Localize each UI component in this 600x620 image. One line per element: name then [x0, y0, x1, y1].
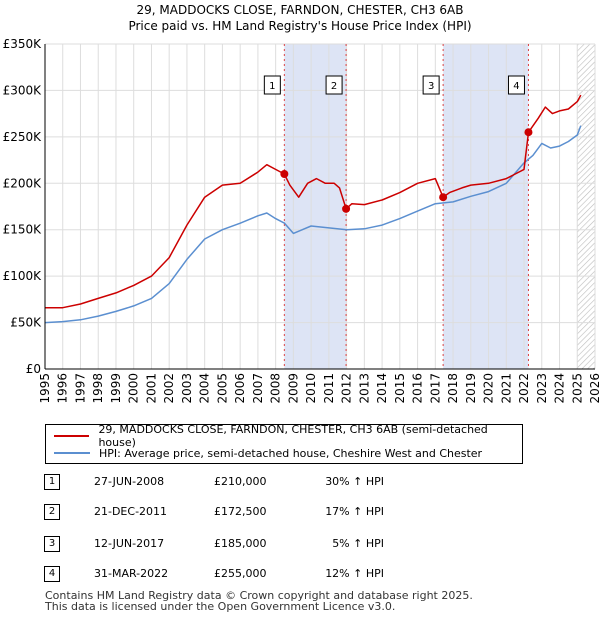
sale-label-box-2 [325, 75, 343, 95]
x-tick-label: 1998 [91, 373, 105, 404]
y-tick-label: £250K [3, 130, 43, 144]
x-tick-label: 2004 [198, 373, 212, 404]
sale-point-3 [439, 193, 448, 202]
price-paid-line [45, 94, 582, 309]
hpi-line [44, 125, 582, 324]
y-tick-label: £0 [26, 362, 41, 376]
x-tick-label: 2000 [127, 373, 141, 404]
x-tick-label: 2024 [553, 373, 567, 404]
sale-price: £210,000 [214, 475, 267, 488]
x-tick-label: 2013 [357, 373, 371, 404]
y-tick-label: £300K [3, 83, 43, 97]
footer-line-licence: This data is licensed under the Open Gov… [45, 600, 396, 613]
sale-date: 21-DEC-2011 [94, 505, 168, 518]
x-tick-label: 2026 [588, 373, 600, 404]
sale-label-1: 1 [269, 81, 275, 92]
y-tick-label: £50K [10, 316, 42, 330]
legend-item-hpi: HPI: Average price, semi-detached house,… [54, 445, 482, 461]
sale-date: 12-JUN-2017 [94, 537, 165, 550]
x-tick-label: 2006 [233, 373, 247, 404]
legend: 29, MADDOCKS CLOSE, FARNDON, CHESTER, CH… [45, 423, 523, 464]
sale-hpi-diff: 30% ↑ HPI [325, 475, 384, 488]
sale-price: £185,000 [214, 537, 267, 550]
x-tick-label: 2012 [340, 373, 354, 404]
y-tick-label: £200K [3, 176, 43, 190]
sale-hpi-diff: 12% ↑ HPI [325, 567, 384, 580]
legend-swatch-sale [54, 435, 90, 437]
sale-point-4 [524, 128, 533, 137]
sale-label-box-1 [263, 75, 281, 95]
x-tick-label: 2010 [304, 373, 318, 404]
sale-point-2 [342, 204, 351, 213]
y-tick-label: £350K [3, 37, 43, 51]
price-chart: 1 2 3 4 £0 £50K £100K £150K £200K £250K £300K £350K… [3, 37, 600, 404]
footer-line-copyright: Contains HM Land Registry data © Crown c… [45, 589, 473, 602]
shaded-period-2 [443, 44, 529, 369]
sale-label-4: 4 [513, 81, 519, 92]
x-tick-label: 2005 [215, 373, 229, 404]
x-tick-label: 2003 [180, 373, 194, 404]
sale-label-box-3 [422, 75, 440, 95]
x-tick-label: 2007 [251, 373, 265, 404]
x-tick-label: 2017 [428, 373, 442, 404]
sale-label-3: 3 [428, 81, 434, 92]
sale-date: 31-MAR-2022 [94, 567, 169, 580]
future-hatch [577, 44, 595, 369]
x-tick-label: 1996 [56, 373, 70, 404]
sale-price: £172,500 [214, 505, 267, 518]
y-tick-label: £100K [3, 269, 43, 283]
x-tick-label: 2021 [499, 373, 513, 404]
x-tick-label: 2016 [411, 373, 425, 404]
table-row: 2 21-DEC-2011 £172,500 17% ↑ HPI [44, 504, 444, 522]
legend-label-hpi: HPI: Average price, semi-detached house,… [99, 446, 483, 460]
footer-notice: Contains HM Land Registry data © Crown c… [45, 590, 473, 612]
x-tick-label: 1997 [73, 373, 87, 404]
x-tick-label: 2022 [517, 373, 531, 404]
table-row: 3 12-JUN-2017 £185,000 5% ↑ HPI [44, 536, 444, 554]
legend-item-sale: 29, MADDOCKS CLOSE, FARNDON, CHESTER, CH… [54, 423, 522, 449]
legend-label-sale: 29, MADDOCKS CLOSE, FARNDON, CHESTER, CH… [98, 423, 488, 449]
x-tick-label: 2011 [322, 373, 336, 404]
x-tick-label: 1999 [109, 373, 123, 404]
x-tick-label: 2001 [144, 373, 158, 404]
table-row: 1 27-JUN-2008 £210,000 30% ↑ HPI [44, 474, 444, 492]
x-tick-label: 2020 [482, 373, 496, 404]
x-tick-label: 2014 [375, 373, 389, 404]
sale-label-box-4 [507, 75, 525, 95]
sale-label-2: 2 [331, 81, 337, 92]
x-tick-label: 2023 [535, 373, 549, 404]
y-tick-label: £150K [3, 223, 43, 237]
x-tick-label: 2019 [464, 373, 478, 404]
sale-hpi-diff: 17% ↑ HPI [325, 505, 384, 518]
x-tick-label: 2015 [393, 373, 407, 404]
x-tick-label: 1995 [38, 373, 52, 404]
sale-point-1 [280, 170, 289, 178]
x-tick-label: 2025 [570, 373, 584, 404]
x-tick-label: 2009 [286, 373, 300, 404]
x-tick-label: 2008 [269, 373, 283, 404]
x-tick-label: 2002 [162, 373, 176, 404]
legend-swatch-hpi [54, 452, 90, 454]
table-row: 4 31-MAR-2022 £255,000 12% ↑ HPI [44, 566, 444, 584]
x-tick-label: 2018 [446, 373, 460, 404]
sale-number-badge: 4 [44, 566, 60, 582]
sale-number-badge: 1 [44, 474, 60, 490]
chart-subtitle: Price paid vs. HM Land Registry's House … [128, 19, 472, 33]
sale-price: £255,000 [214, 567, 267, 580]
chart-title: 29, MADDOCKS CLOSE, FARNDON, CHESTER, CH… [136, 3, 464, 17]
sale-number-badge: 2 [44, 504, 60, 520]
sale-hpi-diff: 5% ↑ HPI [332, 537, 384, 550]
sale-number-badge: 3 [44, 536, 60, 552]
shaded-period-1 [284, 44, 347, 369]
sale-date: 27-JUN-2008 [94, 475, 165, 488]
